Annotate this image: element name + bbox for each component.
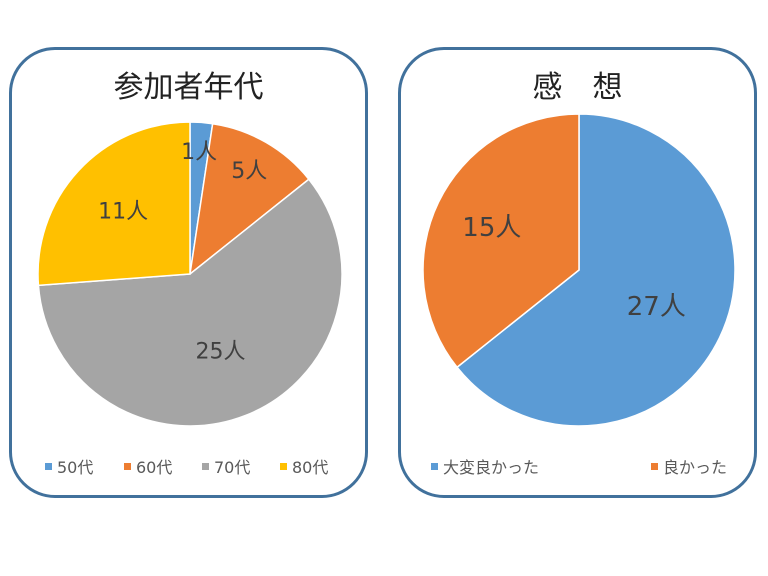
pie-slice-80s bbox=[37, 121, 191, 287]
legend-swatch-80s bbox=[280, 462, 287, 470]
impression-chart-legend: 大変良かった 良かった bbox=[401, 454, 754, 478]
age-chart-title: 参加者年代 bbox=[113, 70, 264, 105]
data-label-60s: 5人 bbox=[231, 159, 267, 184]
data-label-80s: 11人 bbox=[98, 199, 148, 224]
legend-item-good: 良かった bbox=[651, 454, 727, 478]
age-chart-panel: 参加者年代 1人 5人 25人 11人 50代 60代 70代 80代 bbox=[9, 47, 368, 498]
impression-chart-panel: 感 想 27人 15人 大変良かった 良かった bbox=[398, 47, 757, 498]
age-pie-chart: 1人 5人 25人 11人 bbox=[37, 121, 343, 427]
data-label-70s: 25人 bbox=[196, 339, 246, 364]
legend-swatch-60s bbox=[124, 462, 131, 470]
legend-swatch-good bbox=[651, 462, 658, 470]
age-chart-legend: 50代 60代 70代 80代 bbox=[12, 454, 365, 478]
data-label-good: 15人 bbox=[462, 213, 521, 243]
data-label-very-good: 27人 bbox=[627, 292, 686, 322]
legend-item-70s: 70代 bbox=[202, 454, 250, 478]
legend-label-good: 良かった bbox=[663, 458, 728, 477]
legend-swatch-very-good bbox=[431, 462, 438, 470]
legend-item-50s: 50代 bbox=[45, 454, 93, 478]
data-label-50s: 1人 bbox=[181, 140, 217, 165]
legend-item-very-good: 大変良かった bbox=[431, 454, 539, 478]
impression-chart-title: 感 想 bbox=[532, 70, 623, 105]
impression-pie-chart: 27人 15人 bbox=[422, 113, 736, 427]
pie-slice-good bbox=[422, 113, 580, 369]
legend-label-very-good: 大変良かった bbox=[443, 458, 540, 477]
legend-label-60s: 60代 bbox=[136, 458, 173, 477]
legend-item-80s: 80代 bbox=[280, 454, 328, 478]
legend-swatch-50s bbox=[45, 462, 52, 470]
pie-slice-60s bbox=[188, 122, 310, 276]
legend-swatch-70s bbox=[202, 462, 209, 470]
legend-label-80s: 80代 bbox=[292, 458, 329, 477]
legend-label-70s: 70代 bbox=[214, 458, 251, 477]
pie-slice-70s bbox=[37, 178, 343, 427]
legend-item-60s: 60代 bbox=[124, 454, 172, 478]
legend-label-50s: 50代 bbox=[57, 458, 94, 477]
pie-slice-very-good bbox=[455, 113, 736, 427]
